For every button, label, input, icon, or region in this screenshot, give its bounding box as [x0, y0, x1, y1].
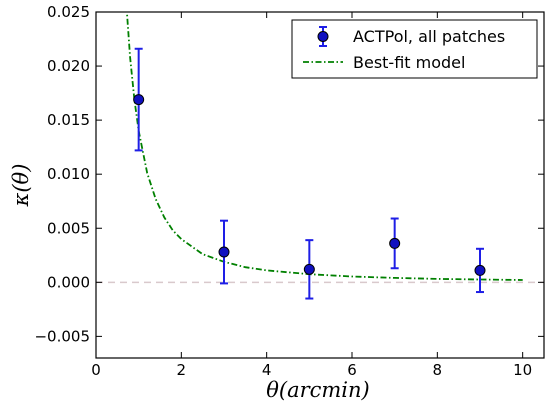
data-point [474, 247, 486, 294]
data-point [389, 217, 401, 270]
x-tick-label: 10 [513, 361, 532, 379]
point-marker [389, 237, 401, 249]
legend-label-model: Best-fit model [353, 53, 465, 72]
y-tick-label: 0.025 [47, 3, 90, 21]
plot-frame [95, 11, 545, 359]
x-tick-label: 8 [433, 361, 443, 379]
x-axis-label: θ(arcmin) [266, 378, 370, 402]
y-tick-label: 0.000 [47, 273, 90, 291]
y-tick-label: −0.005 [34, 327, 90, 345]
data-point [218, 219, 230, 285]
legend-label-observed: ACTPol, all patches [353, 27, 505, 46]
point-marker [303, 263, 315, 275]
y-tick-label: 0.020 [47, 57, 90, 75]
point-marker [133, 94, 145, 106]
legend-box [291, 19, 538, 79]
x-tick-label: 6 [347, 361, 357, 379]
x-tick-label: 0 [91, 361, 101, 379]
y-tick-label: 0.015 [47, 111, 90, 129]
point-marker [474, 264, 486, 276]
x-tick-label: 4 [262, 361, 272, 379]
legend: ACTPol, all patches Best-fit model [291, 19, 538, 79]
y-tick-label: 0.010 [47, 165, 90, 183]
legend-marker-observed [317, 26, 329, 47]
point-marker [218, 246, 230, 258]
y-axis-label: κ(θ) [9, 164, 33, 208]
x-tick-label: 2 [177, 361, 187, 379]
data-point [303, 239, 315, 300]
y-tick-label: 0.005 [47, 219, 90, 237]
data-point [133, 47, 145, 152]
